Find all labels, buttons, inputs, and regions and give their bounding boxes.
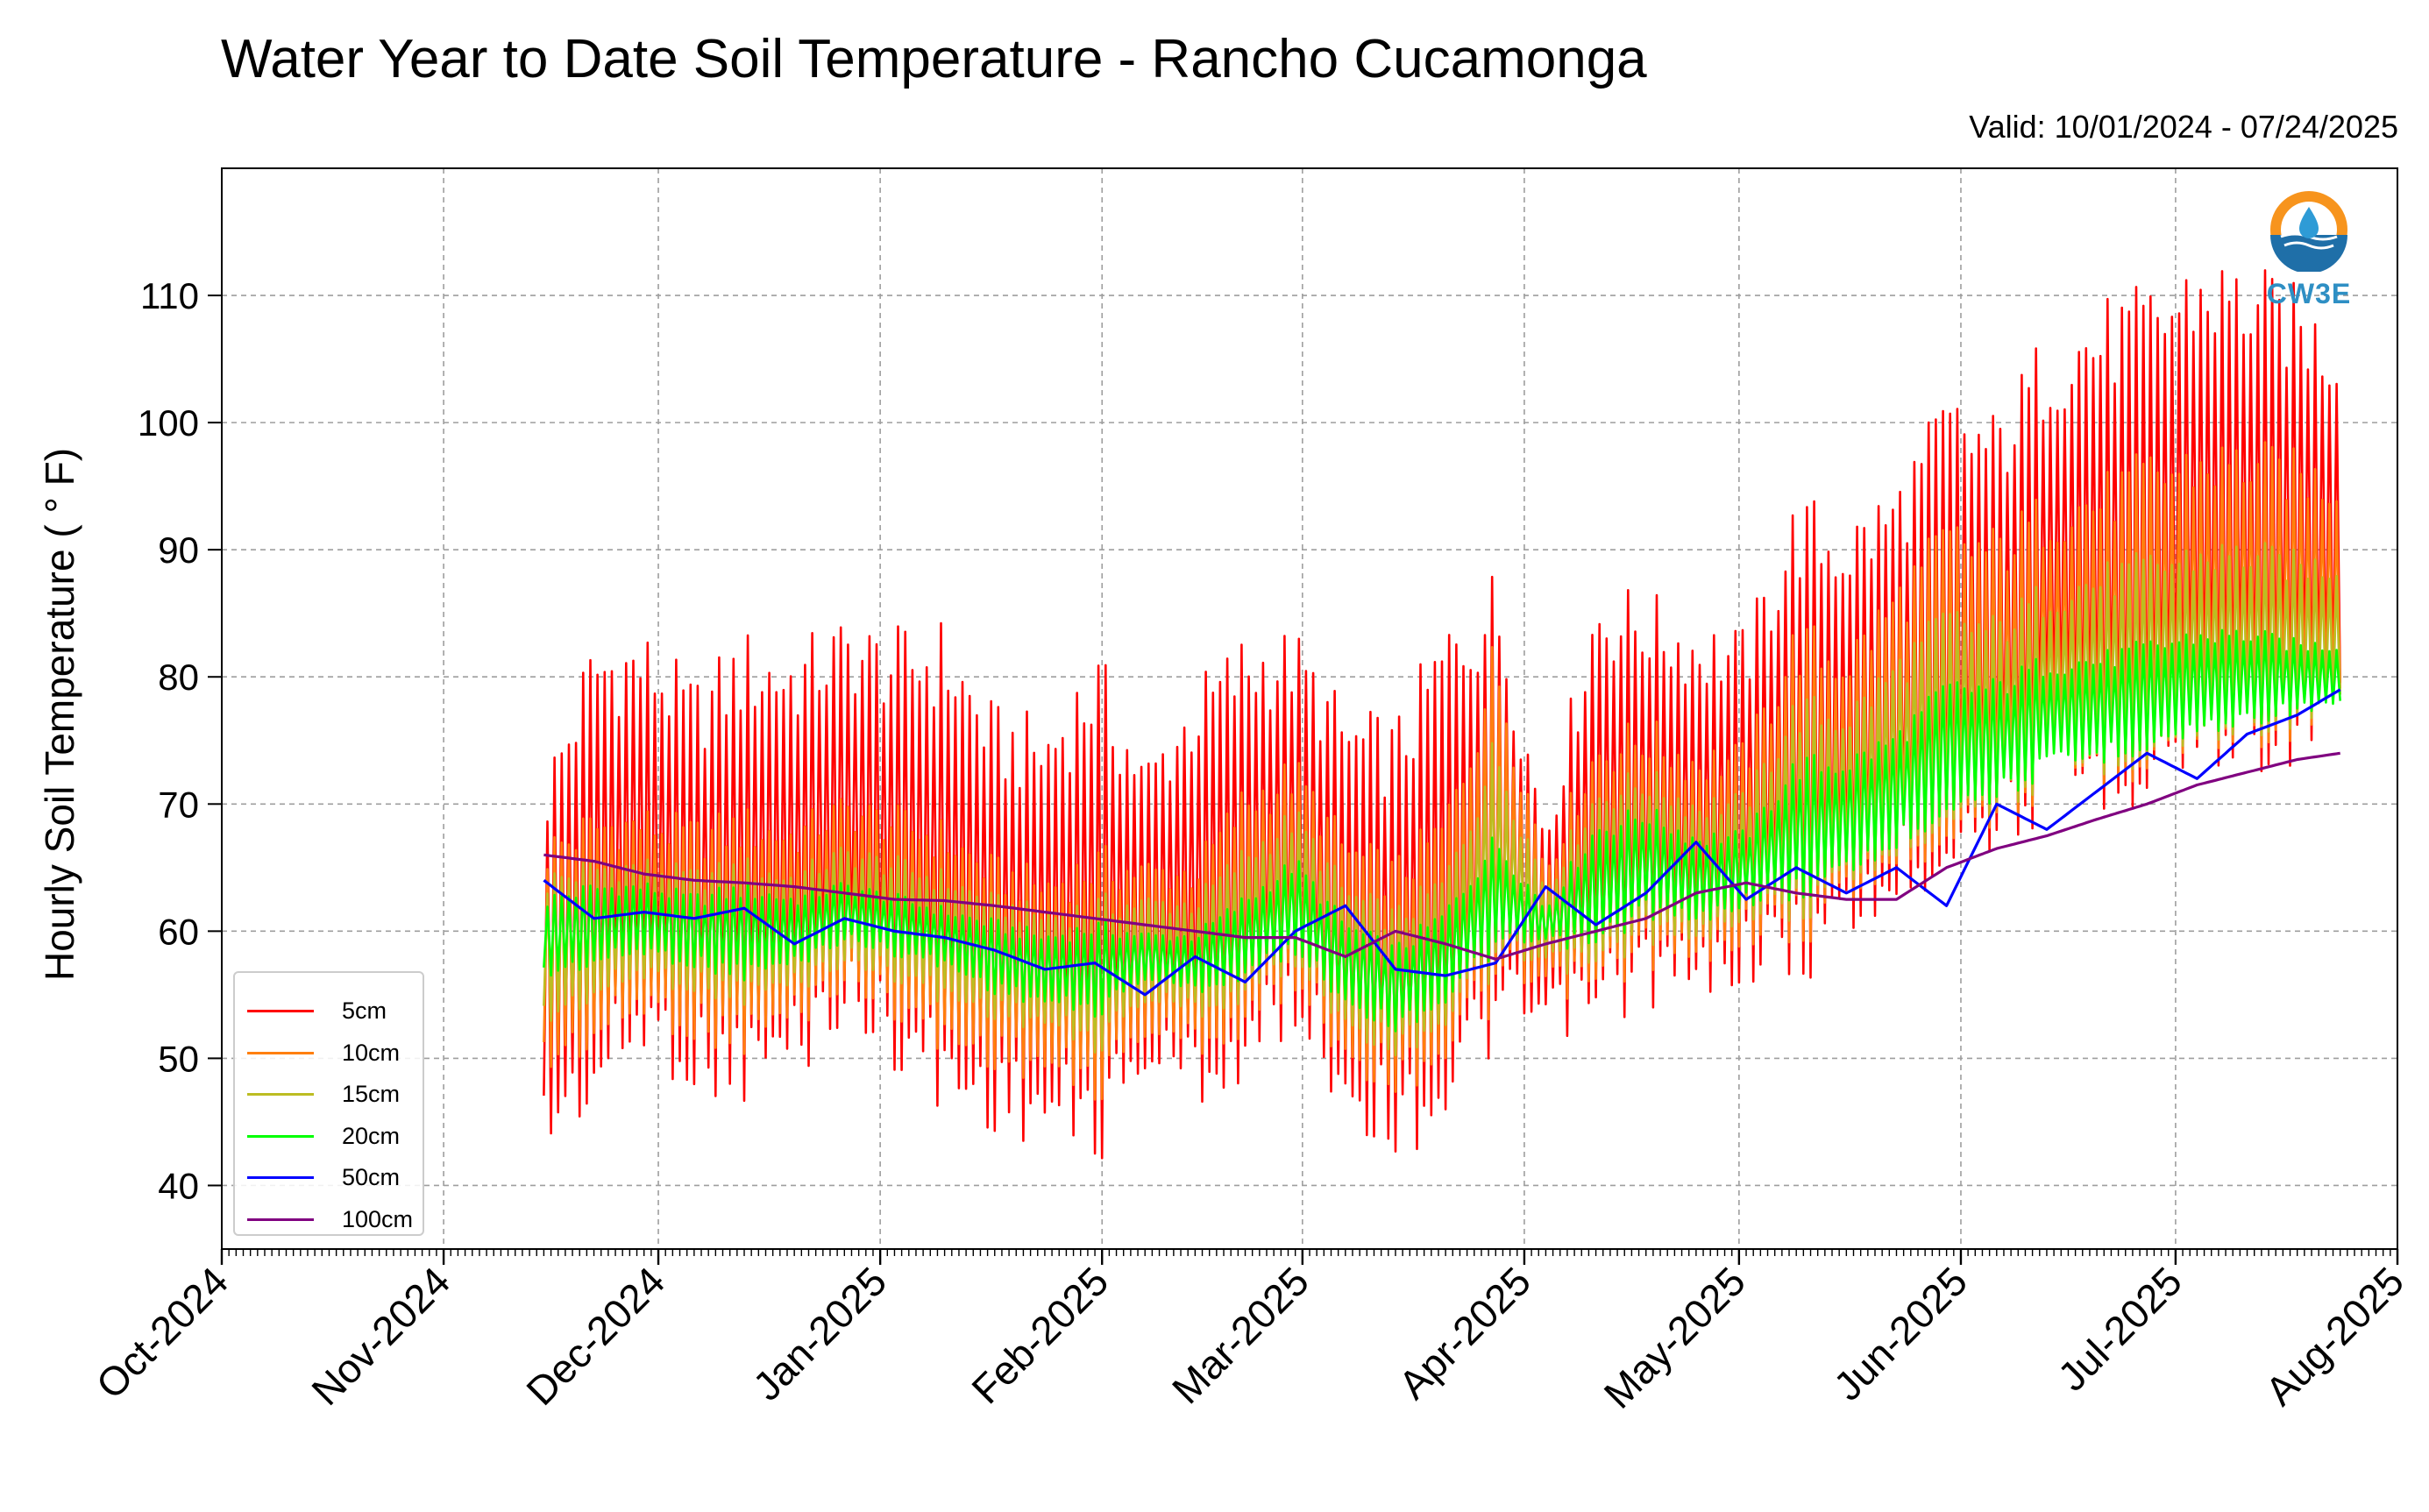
x-tick-label-May-2025: May-2025 (1595, 1258, 1754, 1416)
legend-label-10cm: 10cm (342, 1039, 401, 1066)
series-line-20cm (543, 628, 2341, 1033)
y-tick-label-70: 70 (158, 784, 199, 825)
x-tick-label-Jun-2025: Jun-2025 (1825, 1258, 1976, 1409)
legend-label-100cm: 100cm (342, 1205, 414, 1232)
legend-swatch-15cm (247, 1093, 314, 1097)
y-tick-label-110: 110 (140, 275, 199, 316)
y-tick-label-50: 50 (158, 1038, 199, 1079)
legend: 5cm 10cm 15cm 20cm 50cm 100cm (233, 971, 424, 1236)
y-tick-label-60: 60 (158, 911, 199, 952)
x-tick-label-Dec-2024: Dec-2024 (517, 1258, 673, 1414)
x-tick-label-Mar-2025: Mar-2025 (1163, 1258, 1317, 1412)
y-tick-label-90: 90 (158, 529, 199, 571)
y-tick-label-80: 80 (158, 657, 199, 698)
legend-swatch-10cm (247, 1051, 314, 1054)
series-lines (543, 269, 2341, 1160)
legend-swatch-100cm (247, 1217, 314, 1221)
x-tick-label-Nov-2024: Nov-2024 (302, 1258, 458, 1414)
y-tick-label-100: 100 (138, 402, 199, 444)
x-tick-label-Oct-2024: Oct-2024 (88, 1258, 238, 1408)
x-tick-label-Apr-2025: Apr-2025 (1389, 1258, 1539, 1408)
legend-item-20cm: 20cm (247, 1116, 423, 1158)
legend-label-5cm: 5cm (342, 997, 387, 1025)
legend-item-50cm: 50cm (247, 1157, 423, 1199)
cw3e-logo-icon (2270, 191, 2347, 273)
series-line-50cm (543, 688, 2341, 997)
chart-title: Water Year to Date Soil Temperature - Ra… (221, 29, 1647, 89)
y-axis-label: Hourly Soil Temperature ( ° F) (37, 447, 82, 982)
x-tick-label-Jul-2025: Jul-2025 (2049, 1258, 2191, 1400)
x-tick-label-Jan-2025: Jan-2025 (744, 1258, 895, 1409)
legend-swatch-20cm (247, 1134, 314, 1138)
legend-label-15cm: 15cm (342, 1081, 401, 1108)
legend-item-100cm: 100cm (247, 1199, 423, 1241)
legend-label-50cm: 50cm (342, 1164, 401, 1191)
legend-item-5cm: 5cm (247, 990, 423, 1033)
x-tick-label-Feb-2025: Feb-2025 (962, 1258, 1117, 1412)
legend-item-15cm: 15cm (247, 1074, 423, 1116)
y-tick-label-40: 40 (158, 1165, 199, 1206)
legend-item-10cm: 10cm (247, 1033, 423, 1075)
legend-label-20cm: 20cm (342, 1122, 401, 1149)
cw3e-logo-text: CW3E (2266, 278, 2352, 309)
series-line-100cm (543, 751, 2340, 961)
valid-date-range: Valid: 10/01/2024 - 07/24/2025 (1969, 109, 2398, 145)
legend-swatch-5cm (247, 1010, 314, 1013)
legend-swatch-50cm (247, 1176, 314, 1180)
cw3e-logo: CW3E (2260, 184, 2358, 310)
x-tick-label-Aug-2025: Aug-2025 (2256, 1258, 2412, 1414)
